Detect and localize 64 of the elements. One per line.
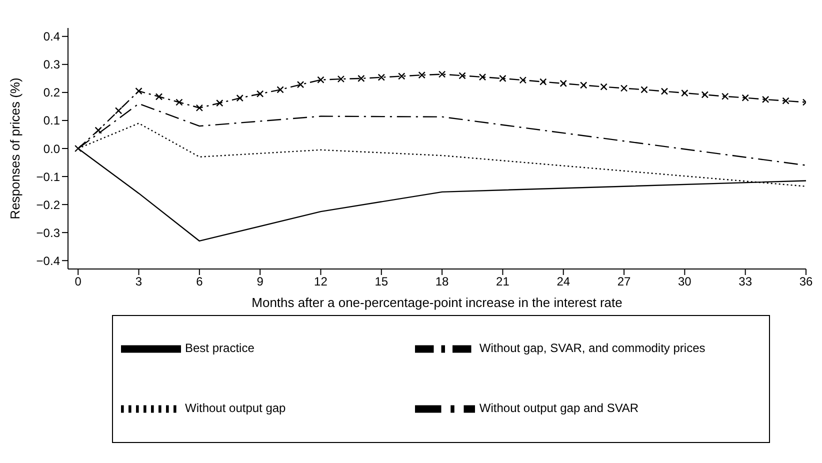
- point: [620, 84, 628, 92]
- x-tick-label: 12: [314, 274, 328, 289]
- point: [378, 74, 385, 81]
- point: [499, 74, 506, 82]
- x-tick-label: 36: [799, 274, 813, 289]
- point: [256, 90, 264, 98]
- x-tick-label: 24: [556, 274, 570, 289]
- point: [782, 97, 790, 104]
- point: [560, 80, 567, 88]
- y-tick-label: −0.4: [36, 254, 60, 268]
- x-tick-label: 18: [435, 274, 450, 289]
- y-tick-label: 0.0: [43, 142, 60, 156]
- point: [722, 92, 729, 100]
- legend-label: Best practice: [185, 341, 254, 356]
- point: [135, 87, 142, 95]
- point: [176, 98, 183, 106]
- point: [358, 74, 365, 82]
- point: [600, 83, 608, 90]
- x-tick-label: 0: [74, 274, 82, 289]
- point: [640, 86, 648, 94]
- y-tick-label: 0.4: [43, 30, 60, 44]
- point: [398, 72, 406, 80]
- point: [114, 107, 122, 114]
- y-tick-label: −0.3: [36, 226, 60, 240]
- point: [216, 100, 224, 107]
- x-axis-title: Months after a one-percentage-point increase in the interest rate: [252, 295, 622, 310]
- x-tick-label: 9: [256, 274, 264, 289]
- point: [337, 75, 345, 83]
- point: [196, 104, 204, 112]
- point: [519, 76, 527, 84]
- x-tick-label: 15: [374, 274, 388, 289]
- point: [276, 86, 284, 94]
- y-tick-label: 0.2: [43, 86, 60, 100]
- point: [296, 81, 304, 88]
- y-tick-label: −0.2: [36, 198, 60, 212]
- legend-label: Without output gap: [185, 401, 286, 416]
- x-tick-label: 33: [738, 274, 752, 289]
- point: [236, 94, 244, 102]
- y-tick-label: −0.1: [36, 170, 60, 184]
- point: [660, 88, 668, 95]
- x-tick-label: 21: [496, 274, 510, 289]
- point: [701, 91, 709, 98]
- point: [742, 94, 749, 102]
- x-tick-label: 27: [617, 274, 632, 289]
- point: [762, 96, 770, 104]
- point: [418, 71, 426, 79]
- y-tick-label: 0.3: [43, 58, 60, 72]
- point: [458, 72, 466, 80]
- point: [478, 73, 486, 81]
- point: [94, 126, 102, 134]
- point: [438, 70, 446, 78]
- point: [580, 82, 588, 89]
- y-tick-label: 0.1: [43, 114, 60, 128]
- point: [155, 93, 163, 100]
- y-axis-title: Responses of prices (%): [8, 78, 23, 220]
- point: [74, 144, 82, 152]
- point: [681, 89, 688, 97]
- point: [540, 78, 547, 86]
- legend-label: Without gap, SVAR, and commodity prices: [479, 341, 706, 356]
- legend-label: Without output gap and SVAR: [479, 401, 639, 416]
- point: [317, 76, 324, 84]
- x-tick-label: 30: [678, 274, 692, 289]
- x-tick-label: 3: [135, 274, 142, 289]
- x-tick-label: 6: [196, 274, 204, 289]
